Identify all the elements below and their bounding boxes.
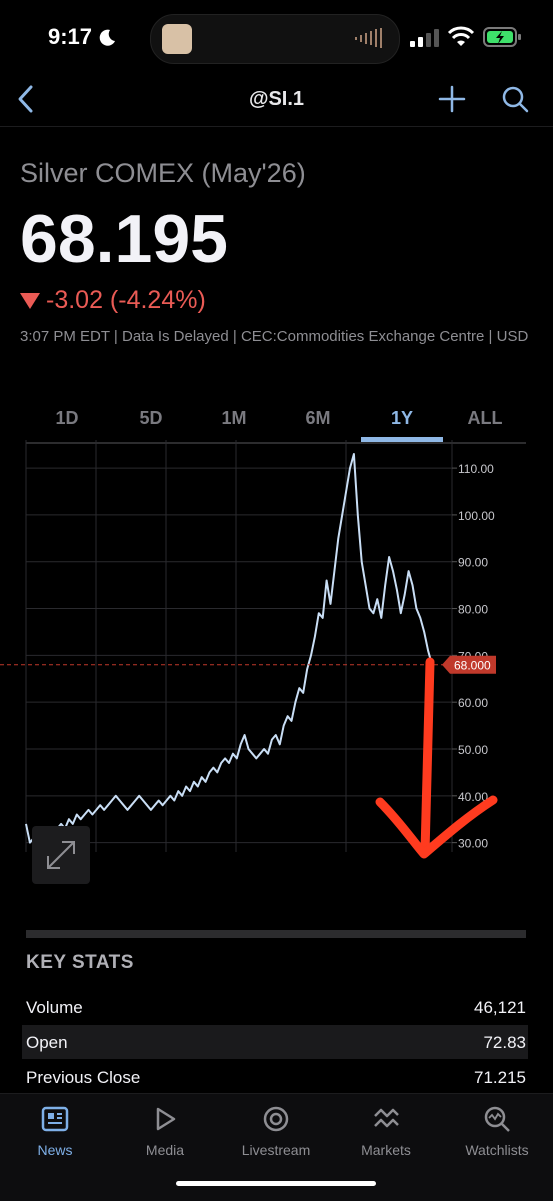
stat-row-open: Open 72.83	[22, 1025, 528, 1059]
price-line	[25, 453, 433, 844]
range-tabs: 1D 5D 1M 6M 1Y ALL	[26, 408, 526, 444]
expand-chart-button[interactable]	[32, 826, 90, 884]
tab-label: Markets	[361, 1142, 411, 1158]
status-time: 9:17	[48, 24, 93, 49]
current-price-tag	[442, 655, 496, 674]
red-down-arrow-annotation	[375, 657, 498, 859]
tab-label: Media	[145, 1142, 185, 1158]
stat-label: Open	[26, 1033, 68, 1052]
expand-icon	[47, 841, 75, 869]
stat-label: Previous Close	[26, 1068, 141, 1087]
stat-value: 72.83	[483, 1033, 526, 1052]
quote-meta: 3:07 PM EDT | Data Is Delayed | CEC:Comm…	[20, 328, 529, 345]
y-tick-label: 50.00	[458, 743, 488, 757]
price-chart[interactable]: 110.00100.0090.0080.0070.0060.0050.0040.…	[0, 440, 553, 860]
home-indicator	[176, 1181, 376, 1186]
price-change: -3.02 (-4.24%)	[20, 286, 206, 315]
active-tab-indicator	[361, 437, 443, 442]
audio-waveform-icon	[355, 28, 382, 48]
nav-title: @SI.1	[248, 88, 305, 110]
status-bar: 9:17	[0, 0, 553, 78]
tab-label: News	[37, 1142, 73, 1158]
markets-icon	[374, 1108, 399, 1128]
navigation-bar	[0, 78, 553, 127]
tab-markets[interactable]: Markets	[331, 1104, 441, 1158]
stat-row-volume: Volume 46,121	[22, 990, 528, 1024]
watchlists-icon	[484, 1106, 510, 1132]
y-tick-label: 110.00	[458, 462, 494, 476]
key-stats-title: KEY STATS	[26, 952, 134, 973]
play-icon	[156, 1107, 176, 1131]
stat-row-previous-close: Previous Close 71.215	[22, 1060, 528, 1094]
tab-all[interactable]: ALL	[467, 408, 503, 428]
live-activity-thumbnail	[162, 24, 192, 54]
stat-value: 71.215	[474, 1068, 526, 1087]
tab-6m[interactable]: 6M	[305, 408, 331, 428]
section-divider	[26, 930, 526, 938]
y-tick-label: 100.00	[458, 509, 495, 523]
wifi-icon	[447, 26, 475, 46]
tab-1y[interactable]: 1Y	[390, 408, 414, 428]
tab-media[interactable]: Media	[110, 1104, 220, 1158]
battery-charging-icon	[483, 27, 521, 47]
y-tick-label: 60.00	[458, 696, 488, 710]
down-triangle-icon	[20, 293, 40, 310]
last-price: 68.195	[20, 201, 228, 277]
instrument-name: Silver COMEX (May'26)	[20, 158, 306, 188]
tab-news[interactable]: News	[0, 1104, 110, 1158]
price-change-value: -3.02 (-4.24%)	[46, 286, 206, 314]
tab-label: Watchlists	[465, 1142, 529, 1158]
moon-icon	[99, 29, 115, 46]
tab-1m[interactable]: 1M	[221, 408, 247, 428]
y-tick-label: 80.00	[458, 603, 488, 617]
livestream-icon	[263, 1106, 289, 1132]
current-price-label: 68.000	[454, 659, 491, 673]
y-tick-label: 40.00	[458, 790, 488, 804]
tab-5d[interactable]: 5D	[139, 408, 163, 428]
cellular-signal-icon	[410, 29, 439, 47]
y-tick-label: 30.00	[458, 837, 488, 851]
tab-livestream[interactable]: Livestream	[221, 1104, 331, 1158]
stat-label: Volume	[26, 998, 83, 1017]
tab-watchlists[interactable]: Watchlists	[442, 1104, 552, 1158]
tab-1d[interactable]: 1D	[55, 408, 79, 428]
add-icon[interactable]	[437, 84, 467, 114]
news-icon	[41, 1106, 69, 1132]
back-chevron-icon[interactable]	[14, 84, 38, 114]
search-icon[interactable]	[500, 84, 530, 114]
y-tick-label: 90.00	[458, 556, 488, 570]
stat-value: 46,121	[474, 998, 526, 1017]
tab-label: Livestream	[241, 1142, 311, 1158]
